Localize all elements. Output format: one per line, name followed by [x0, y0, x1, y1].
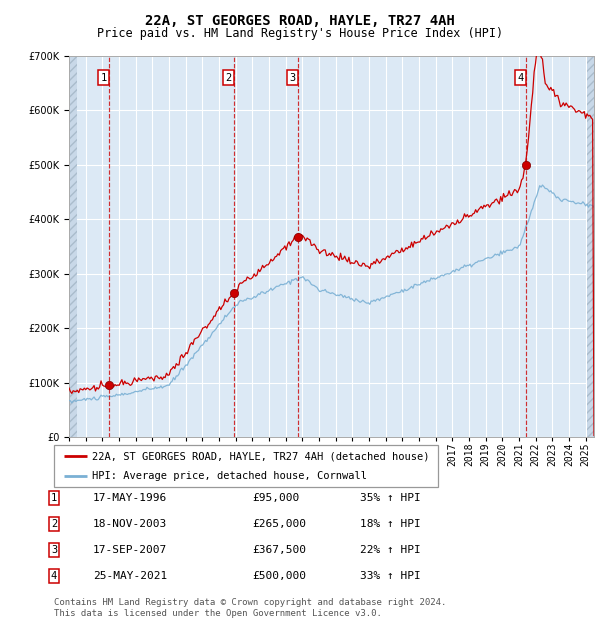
Text: HPI: Average price, detached house, Cornwall: HPI: Average price, detached house, Corn…	[92, 471, 367, 481]
Text: 25-MAY-2021: 25-MAY-2021	[93, 571, 167, 581]
Text: 22% ↑ HPI: 22% ↑ HPI	[360, 545, 421, 555]
Text: 2: 2	[226, 73, 232, 82]
Text: Contains HM Land Registry data © Crown copyright and database right 2024.
This d: Contains HM Land Registry data © Crown c…	[54, 598, 446, 618]
Text: 18% ↑ HPI: 18% ↑ HPI	[360, 519, 421, 529]
FancyBboxPatch shape	[54, 445, 438, 487]
Text: £265,000: £265,000	[252, 519, 306, 529]
Text: £500,000: £500,000	[252, 571, 306, 581]
Bar	[587, 56, 594, 437]
Text: 1: 1	[51, 493, 57, 503]
Text: £367,500: £367,500	[252, 545, 306, 555]
Text: 3: 3	[289, 73, 296, 82]
Text: 22A, ST GEORGES ROAD, HAYLE, TR27 4AH (detached house): 22A, ST GEORGES ROAD, HAYLE, TR27 4AH (d…	[92, 451, 430, 461]
Text: 17-MAY-1996: 17-MAY-1996	[93, 493, 167, 503]
Text: 33% ↑ HPI: 33% ↑ HPI	[360, 571, 421, 581]
Text: 4: 4	[51, 571, 57, 581]
Text: £95,000: £95,000	[252, 493, 299, 503]
Text: 17-SEP-2007: 17-SEP-2007	[93, 545, 167, 555]
Text: 1: 1	[101, 73, 107, 82]
Text: 22A, ST GEORGES ROAD, HAYLE, TR27 4AH: 22A, ST GEORGES ROAD, HAYLE, TR27 4AH	[145, 14, 455, 28]
Text: Price paid vs. HM Land Registry's House Price Index (HPI): Price paid vs. HM Land Registry's House …	[97, 27, 503, 40]
Text: 18-NOV-2003: 18-NOV-2003	[93, 519, 167, 529]
Text: 4: 4	[518, 73, 524, 82]
Text: 35% ↑ HPI: 35% ↑ HPI	[360, 493, 421, 503]
Text: 3: 3	[51, 545, 57, 555]
Bar	[69, 56, 77, 437]
Text: 2: 2	[51, 519, 57, 529]
